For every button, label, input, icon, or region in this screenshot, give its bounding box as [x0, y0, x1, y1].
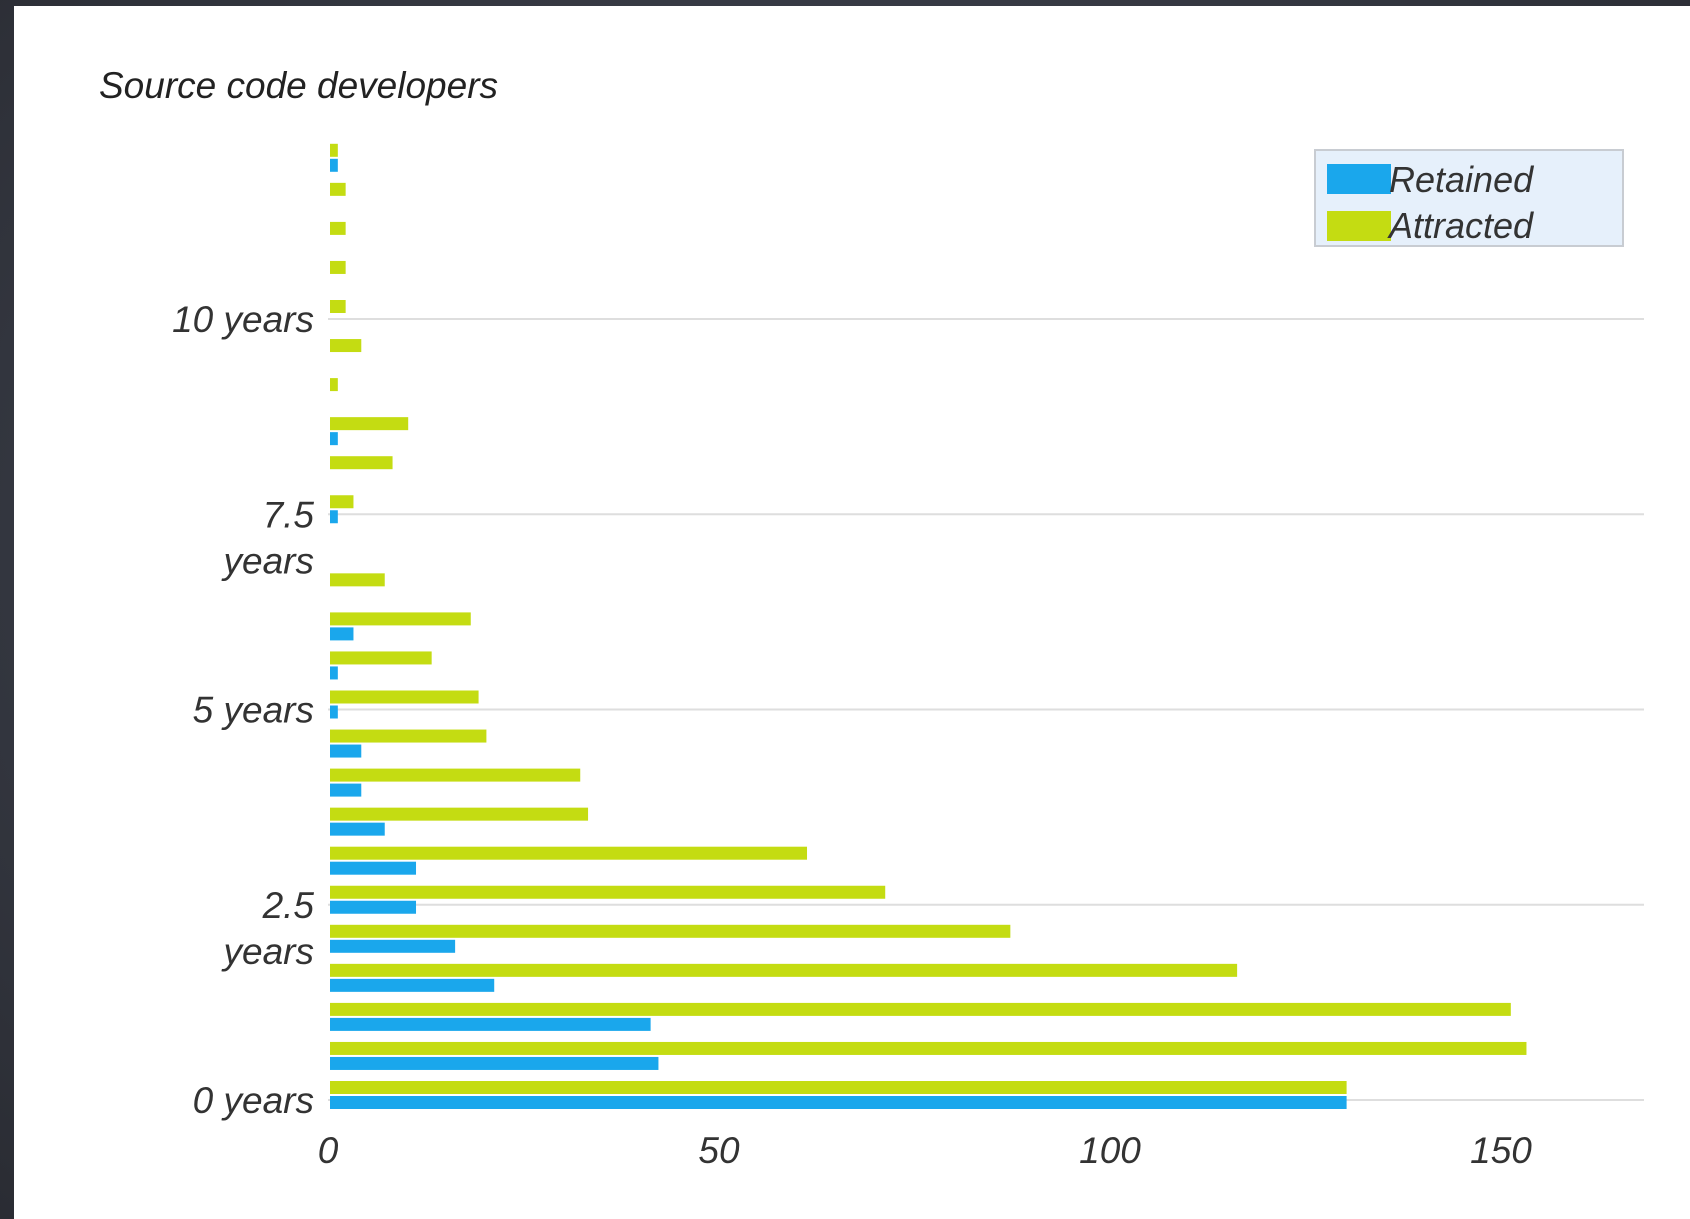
bar-attracted — [330, 963, 1238, 977]
slide-background: Source code developers 0 years 2.5 years 5 … — [14, 6, 1690, 1219]
bar-attracted — [330, 651, 432, 665]
bar-attracted — [330, 729, 487, 743]
bar-retained — [330, 822, 385, 836]
bar-retained — [330, 627, 354, 641]
bar-retained — [330, 158, 338, 172]
bar-retained — [330, 978, 495, 992]
legend: Retained Attracted — [1314, 149, 1624, 247]
bar-retained — [330, 1056, 659, 1070]
bar-retained — [330, 432, 338, 446]
bar-attracted — [330, 221, 346, 235]
bar-attracted — [330, 378, 338, 392]
x-tick-label: 50 — [698, 1130, 740, 1171]
bar-attracted — [330, 846, 808, 860]
bar-retained — [330, 705, 338, 719]
bar-attracted — [330, 768, 581, 782]
bar-attracted — [330, 573, 385, 587]
bar-attracted — [330, 690, 479, 704]
bar-attracted — [330, 143, 338, 157]
bar-retained — [330, 744, 362, 758]
bar-attracted — [330, 807, 589, 821]
bar-attracted — [330, 495, 354, 509]
bar-attracted — [330, 456, 393, 470]
y-tick-label: 7.5 years — [221, 494, 315, 581]
legend-swatch-attracted — [1327, 211, 1391, 241]
bar-attracted — [330, 1002, 1511, 1016]
legend-swatch-retained — [1327, 164, 1391, 194]
bar-attracted — [330, 924, 1011, 938]
x-tick-label: 0 — [318, 1130, 339, 1171]
bar-attracted — [330, 1081, 1347, 1094]
legend-label-retained: Retained — [1389, 159, 1534, 200]
bar-attracted — [330, 300, 346, 313]
bar-attracted — [330, 885, 886, 899]
legend-label-attracted: Attracted — [1387, 205, 1534, 246]
chart-title: Source code developers — [99, 65, 498, 106]
bar-retained — [330, 939, 456, 953]
bar-attracted — [330, 339, 362, 353]
y-tick-label: 5 years — [193, 690, 314, 731]
bar-attracted — [330, 182, 346, 196]
y-tick-label: 0 years — [193, 1080, 314, 1121]
bar-attracted — [330, 260, 346, 274]
y-tick-label: 10 years — [172, 299, 314, 340]
x-tick-label: 150 — [1470, 1130, 1532, 1171]
y-tick-label: 2.5 years — [221, 885, 315, 972]
bar-retained — [330, 783, 362, 797]
x-tick-label: 100 — [1079, 1130, 1141, 1171]
bar-retained — [330, 510, 338, 524]
bar-retained — [330, 900, 417, 914]
bar-retained — [330, 1096, 1347, 1109]
bar-attracted — [330, 612, 471, 626]
bar-attracted — [330, 417, 409, 431]
bar-retained — [330, 1017, 651, 1031]
bar-attracted — [330, 1041, 1527, 1055]
bar-chart: Source code developers 0 years 2.5 years 5 … — [99, 65, 1644, 1171]
bar-retained — [330, 861, 417, 875]
bar-retained — [330, 666, 338, 680]
